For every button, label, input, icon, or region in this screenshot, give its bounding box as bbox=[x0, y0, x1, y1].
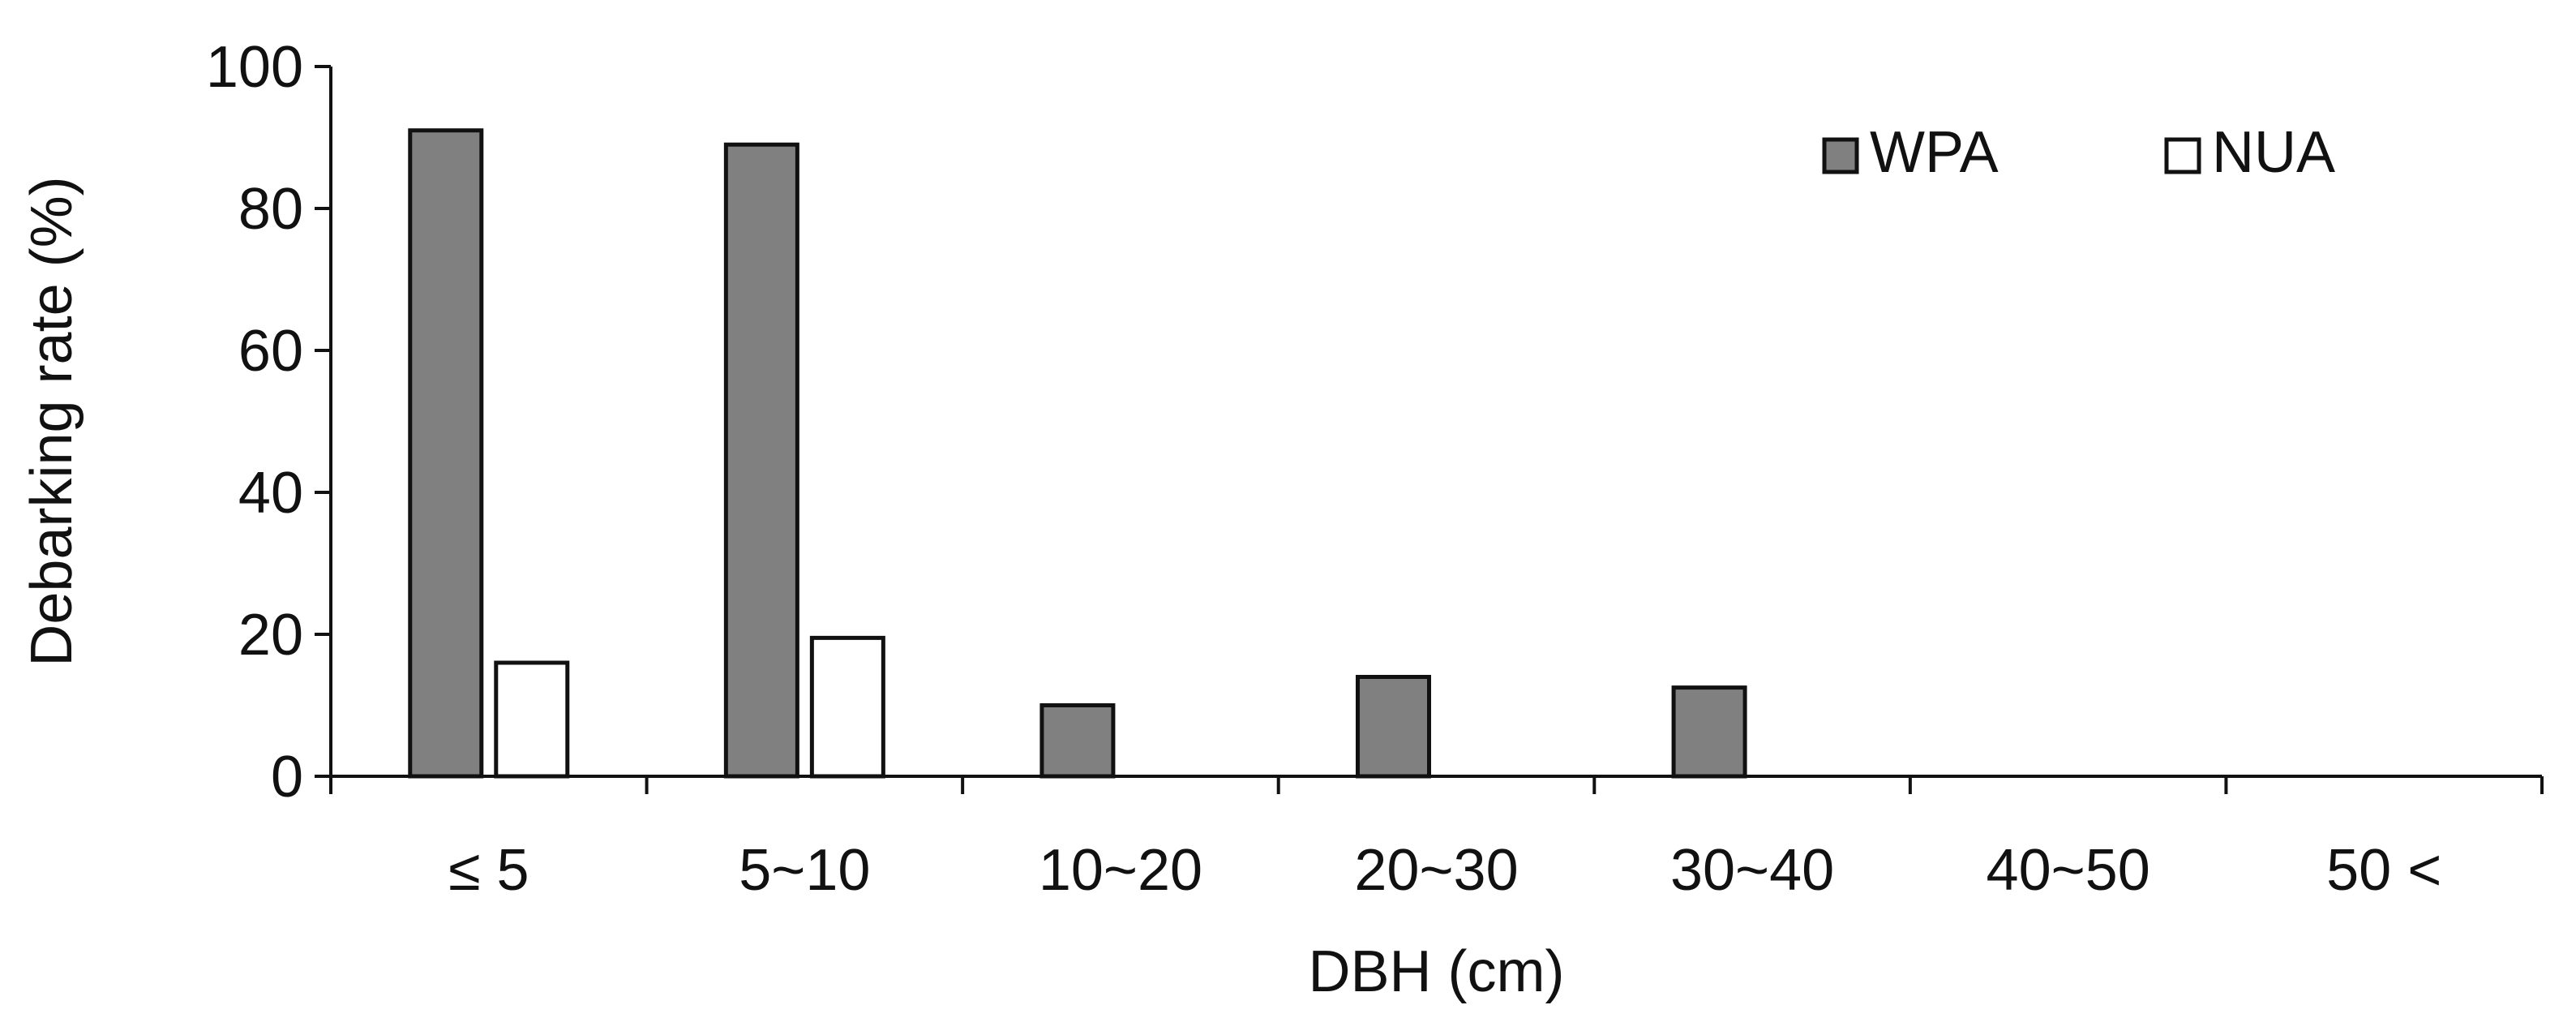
y-tick-label: 40 bbox=[238, 461, 303, 526]
bar-wpa-1 bbox=[723, 142, 799, 779]
legend: WPA NUA bbox=[1822, 120, 2335, 185]
x-axis-ticks: ≤ 5 5~10 10~20 20~30 30~40 40~50 50 < bbox=[329, 776, 2544, 903]
y-tick-label: 20 bbox=[238, 603, 303, 668]
x-tick-label: ≤ 5 bbox=[448, 838, 529, 903]
x-tick-label: 40~50 bbox=[1987, 838, 2150, 903]
y-tick-label: 0 bbox=[271, 745, 303, 810]
y-tick-label: 80 bbox=[238, 177, 303, 242]
bar-wpa-4 bbox=[1671, 685, 1747, 779]
legend-swatch-wpa bbox=[1822, 137, 1859, 174]
x-axis-title: DBH (cm) bbox=[1309, 939, 1565, 1004]
y-tick-label: 100 bbox=[206, 35, 303, 100]
bar-nua-1 bbox=[809, 635, 885, 779]
legend-label-wpa: WPA bbox=[1870, 120, 1999, 185]
legend-swatch-nua bbox=[2164, 137, 2201, 174]
x-tick-label: 30~40 bbox=[1670, 838, 1834, 903]
x-tick-label: 10~20 bbox=[1039, 838, 1202, 903]
x-tick-label: 50 < bbox=[2326, 838, 2441, 903]
bars bbox=[408, 128, 1747, 779]
y-axis-title: Debarking rate (%) bbox=[19, 176, 84, 666]
x-tick-label: 5~10 bbox=[739, 838, 870, 903]
x-tick-label: 20~30 bbox=[1354, 838, 1518, 903]
y-axis-ticks: 0 20 40 60 80 100 bbox=[206, 35, 331, 810]
legend-label-nua: NUA bbox=[2212, 120, 2335, 185]
bar-wpa-2 bbox=[1039, 703, 1116, 779]
y-axis-title-group: Debarking rate (%) bbox=[19, 176, 84, 666]
bar-nua-0 bbox=[494, 660, 570, 779]
y-tick-label: 60 bbox=[238, 319, 303, 384]
bar-wpa-3 bbox=[1356, 675, 1431, 779]
bar-wpa-0 bbox=[408, 128, 484, 779]
